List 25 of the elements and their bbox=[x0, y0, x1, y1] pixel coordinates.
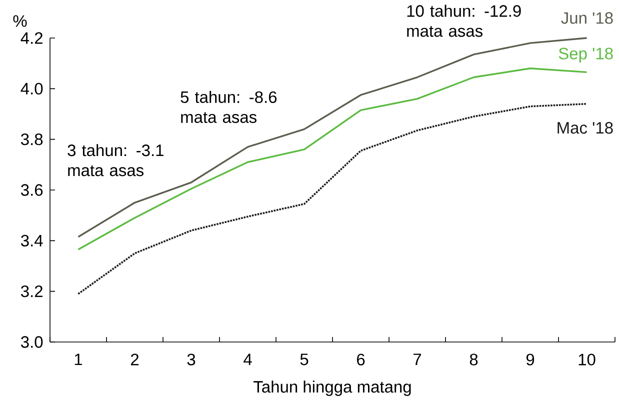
y-tick-label: 3.0 bbox=[20, 336, 43, 348]
x-axis-title: Tahun hingga matang bbox=[254, 380, 411, 396]
series-label: Jun '18 bbox=[561, 12, 613, 24]
annotation: 10 tahun: -12.9 mata asas bbox=[407, 4, 521, 37]
x-tick-label: 4 bbox=[244, 354, 252, 366]
annotation: 5 tahun: -8.6 mata asas bbox=[180, 90, 277, 123]
x-tick-label: 9 bbox=[526, 354, 534, 366]
annotation: 3 tahun: -3.1 mata asas bbox=[68, 144, 164, 176]
x-tick-label: 10 bbox=[578, 354, 596, 366]
y-tick-label: 3.6 bbox=[20, 184, 43, 196]
x-tick-label: 2 bbox=[130, 354, 139, 366]
series-label: Mac '18 bbox=[558, 122, 613, 134]
y-tick-label: 3.2 bbox=[20, 285, 42, 298]
x-tick-label: 3 bbox=[187, 354, 196, 366]
series-label: Sep '18 bbox=[558, 48, 613, 63]
x-tick-label: 8 bbox=[470, 354, 478, 366]
y-tick-label: 4.0 bbox=[20, 82, 43, 94]
x-tick-label: 6 bbox=[357, 354, 365, 366]
y-axis-title: % bbox=[13, 15, 27, 27]
x-tick-label: 7 bbox=[414, 354, 422, 366]
x-tick-label: 5 bbox=[300, 354, 308, 366]
y-tick-label: 3.8 bbox=[20, 133, 43, 146]
y-tick-label: 3.4 bbox=[20, 234, 43, 246]
y-tick-label: 4.2 bbox=[20, 32, 42, 44]
x-tick-label: 1 bbox=[74, 354, 82, 366]
